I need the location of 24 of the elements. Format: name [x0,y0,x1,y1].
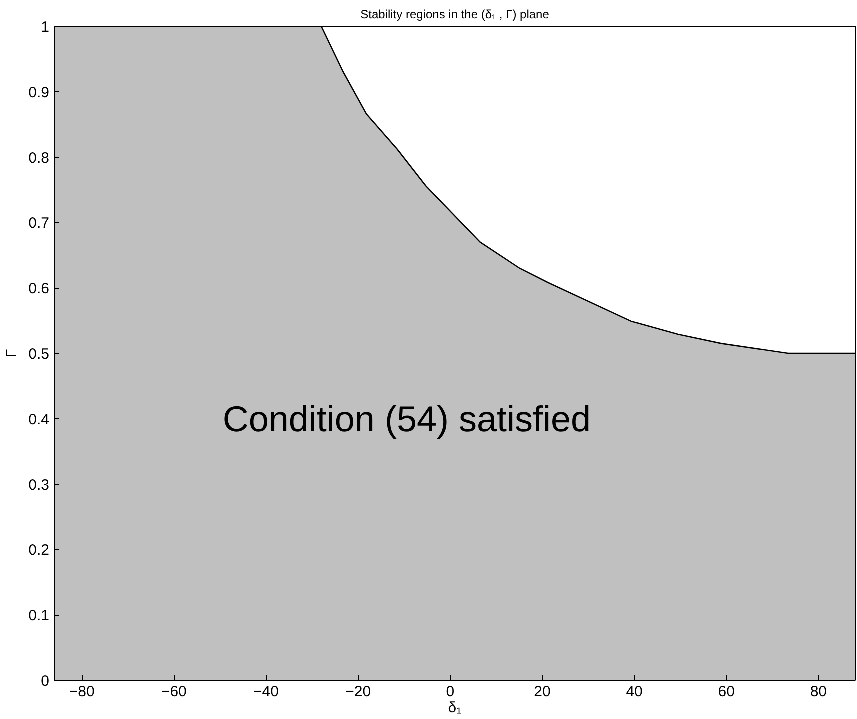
x-tick-label: −40 [254,684,279,700]
x-tick-label: 20 [534,684,551,700]
x-tick-label: 60 [718,684,735,700]
x-tick-label: 80 [810,684,828,700]
y-tick-label: 0.8 [28,150,50,167]
x-tick-label: 40 [626,684,643,700]
y-tick-label: 0.6 [28,280,50,298]
annotation: Condition (54) satisfied [222,398,592,440]
y-axis-title: Γ [4,349,21,358]
chart-title: Stability regions in the (δ₁ , Γ) plane [360,8,550,22]
y-tick-label: 0.9 [28,84,50,102]
x-tick-label: −60 [161,684,187,700]
y-tick-label: 0.3 [28,476,50,494]
x-axis-title: δ₁ [448,700,462,716]
y-tick-label: 0.5 [28,346,50,363]
x-tick-label: −80 [69,684,95,700]
y-tick-label: 0.2 [28,542,50,560]
y-tick-label: 0.1 [28,608,50,625]
y-tick-label: 0 [41,673,50,690]
y-tick-label: 1 [41,19,50,36]
y-tick-label: 0.7 [28,215,50,232]
x-tick-label: 0 [446,684,455,700]
y-tick-label: 0.4 [28,411,50,428]
x-tick-label: −20 [346,684,372,700]
